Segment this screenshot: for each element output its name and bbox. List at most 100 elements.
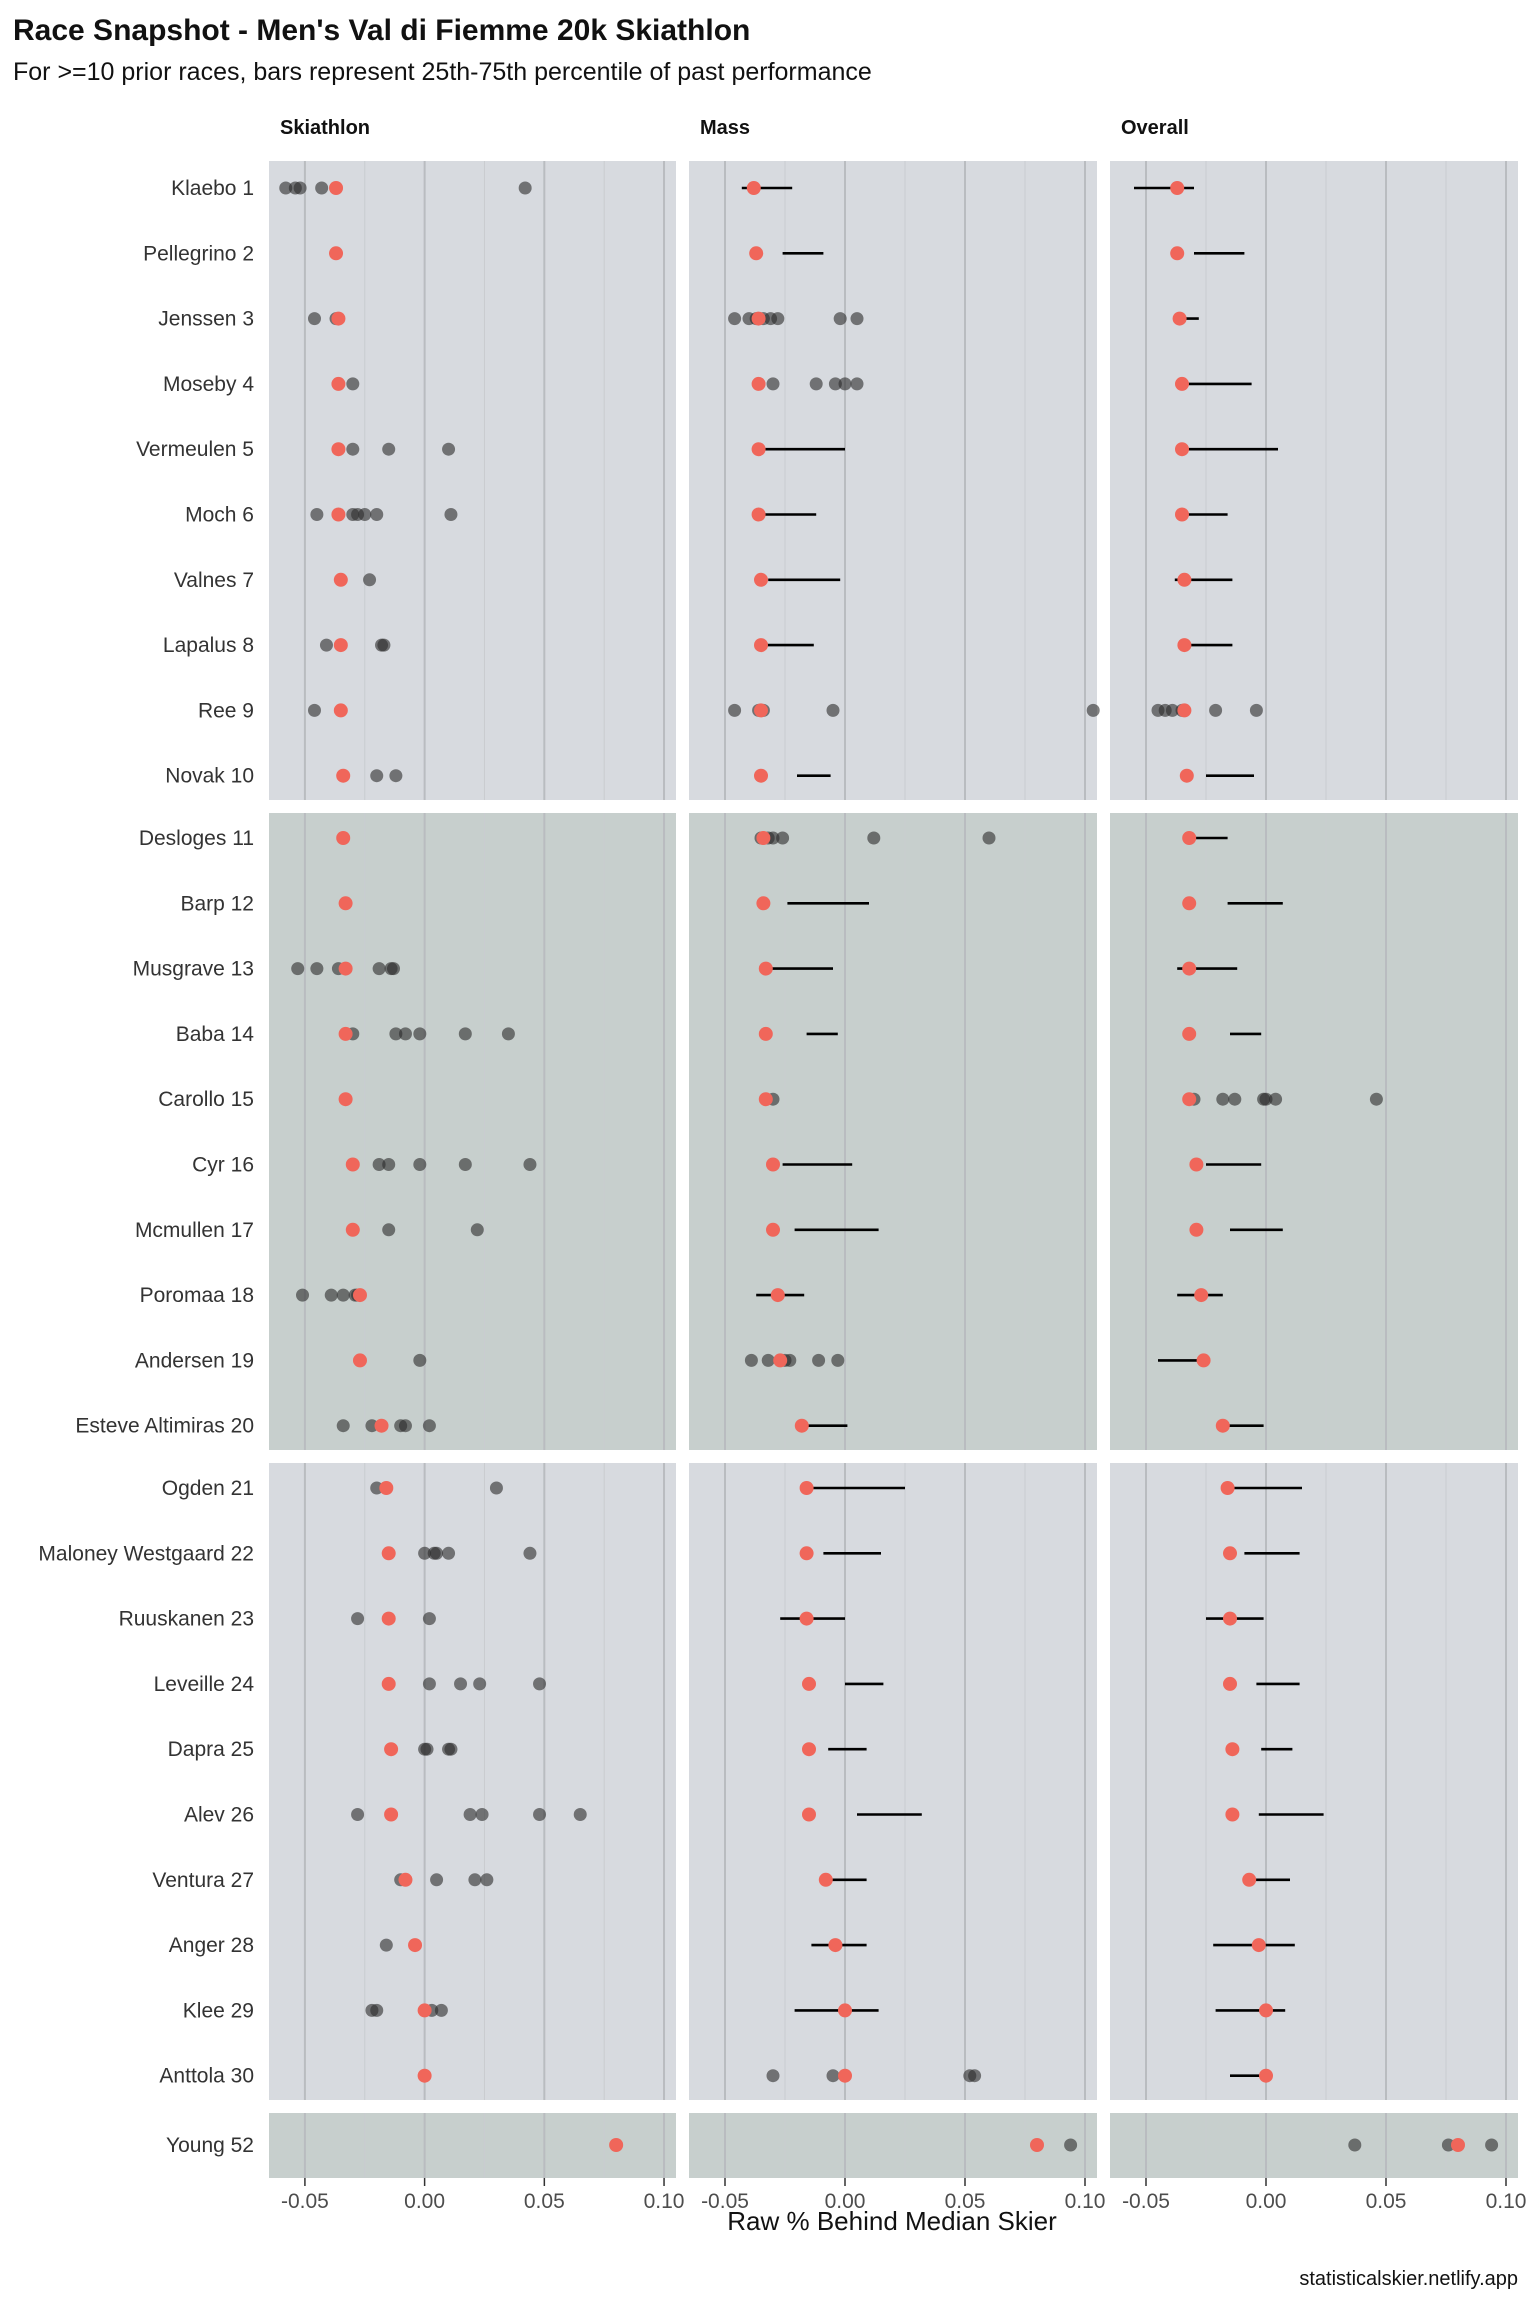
athlete-label: Carollo 15 xyxy=(158,1088,254,1111)
current-race-point xyxy=(381,1546,396,1561)
current-race-point xyxy=(1220,1481,1235,1495)
current-race-point xyxy=(802,1742,816,1757)
current-race-point xyxy=(1170,181,1185,195)
panel-background xyxy=(269,161,676,800)
past-race-point xyxy=(434,2003,448,2017)
athlete-label: Pellegrino 2 xyxy=(143,242,254,265)
past-race-point xyxy=(336,1288,350,1302)
x-tick-label: 0.00 xyxy=(404,2190,445,2213)
current-race-point xyxy=(417,2003,432,2018)
current-race-point xyxy=(333,703,348,718)
current-race-point xyxy=(1194,1288,1209,1303)
current-race-point xyxy=(384,1742,399,1757)
past-race-point xyxy=(473,1677,487,1691)
past-race-point xyxy=(470,1223,484,1237)
past-race-point xyxy=(766,831,780,845)
athlete-label: Mcmullen 17 xyxy=(135,1219,254,1242)
past-race-point xyxy=(319,638,333,652)
facet-series-overall xyxy=(1086,181,1499,2152)
current-race-point xyxy=(754,638,768,653)
past-race-point xyxy=(489,1481,503,1495)
x-tick-label: -0.05 xyxy=(1122,2190,1170,2213)
x-tick-label: -0.05 xyxy=(701,2190,749,2213)
past-race-point xyxy=(336,1419,350,1433)
past-race-point xyxy=(315,181,329,195)
athlete-label: Jenssen 3 xyxy=(158,308,254,331)
current-race-point xyxy=(838,2068,852,2083)
past-race-point xyxy=(307,312,321,326)
current-race-point xyxy=(384,1807,399,1822)
x-tick-label: 0.00 xyxy=(1246,2190,1287,2213)
current-race-point xyxy=(1175,442,1189,457)
current-race-point xyxy=(1175,507,1189,522)
x-tick-label: 0.10 xyxy=(644,2190,685,2213)
current-race-point xyxy=(756,831,771,845)
current-race-point xyxy=(333,638,348,653)
current-race-point xyxy=(1259,2003,1273,2018)
past-race-point xyxy=(1441,2138,1455,2152)
past-race-point xyxy=(761,1353,775,1367)
current-race-point xyxy=(1225,1807,1240,1822)
current-race-point xyxy=(1177,572,1192,587)
current-race-point xyxy=(609,2138,624,2152)
current-race-point xyxy=(802,1807,816,1822)
past-race-point xyxy=(838,377,852,391)
x-tick-label: 0.00 xyxy=(825,2190,866,2213)
past-race-point xyxy=(413,1027,427,1041)
facet-series-skiathlon xyxy=(279,181,624,2152)
past-race-point xyxy=(346,377,360,391)
athlete-label: Anttola 30 xyxy=(159,2065,254,2088)
current-race-point xyxy=(1182,961,1197,976)
past-race-point xyxy=(365,1419,379,1433)
past-race-point xyxy=(444,508,458,521)
current-race-point xyxy=(766,1222,780,1237)
current-race-point xyxy=(751,442,766,457)
past-race-point xyxy=(291,962,305,976)
current-race-point xyxy=(799,1546,814,1561)
current-race-point xyxy=(1223,1611,1237,1626)
current-race-point xyxy=(1172,311,1187,326)
athlete-label: Cyr 16 xyxy=(192,1154,254,1177)
current-race-point xyxy=(799,1611,814,1626)
facet-strips: Skiathlon Mass Overall xyxy=(280,117,1189,139)
current-race-point xyxy=(746,181,761,195)
current-race-point xyxy=(1182,831,1197,845)
past-race-point xyxy=(783,1353,797,1367)
past-race-point xyxy=(1348,2138,1362,2152)
athlete-label: Young 52 xyxy=(166,2134,254,2157)
x-axis-label: Raw % Behind Median Skier xyxy=(727,2206,1057,2236)
current-race-point xyxy=(408,1938,423,1953)
past-race-point xyxy=(523,1158,537,1171)
past-race-point xyxy=(850,312,864,326)
current-race-point xyxy=(331,376,346,391)
past-race-point xyxy=(1165,703,1179,717)
current-race-point xyxy=(1177,703,1192,718)
past-race-point xyxy=(982,831,996,845)
panel-background xyxy=(689,1463,1097,2100)
past-race-point xyxy=(293,181,307,195)
past-race-point xyxy=(728,312,742,326)
past-race-point xyxy=(430,1546,444,1560)
past-race-point xyxy=(351,1808,365,1821)
current-race-point xyxy=(1451,2138,1465,2152)
past-race-point xyxy=(850,377,864,391)
past-race-point xyxy=(358,508,372,521)
panel-background xyxy=(1110,813,1518,1450)
current-race-point xyxy=(1223,1546,1237,1561)
past-race-point xyxy=(422,1419,436,1433)
current-race-point xyxy=(1251,1938,1266,1953)
chart-subtitle: For >=10 prior races, bars represent 25t… xyxy=(13,58,872,86)
past-race-point xyxy=(398,1419,412,1433)
past-race-point xyxy=(413,1158,427,1171)
athlete-label: Dapra 25 xyxy=(168,1738,254,1761)
athlete-label: Anger 28 xyxy=(169,1934,254,1957)
past-race-point xyxy=(442,442,456,456)
past-race-point xyxy=(766,377,780,391)
past-race-point xyxy=(812,1353,826,1367)
athlete-label: Leveille 24 xyxy=(154,1673,255,1696)
past-race-point xyxy=(310,508,324,521)
past-race-point xyxy=(422,1612,436,1626)
past-race-point xyxy=(480,1873,494,1887)
past-race-point xyxy=(523,1546,537,1560)
